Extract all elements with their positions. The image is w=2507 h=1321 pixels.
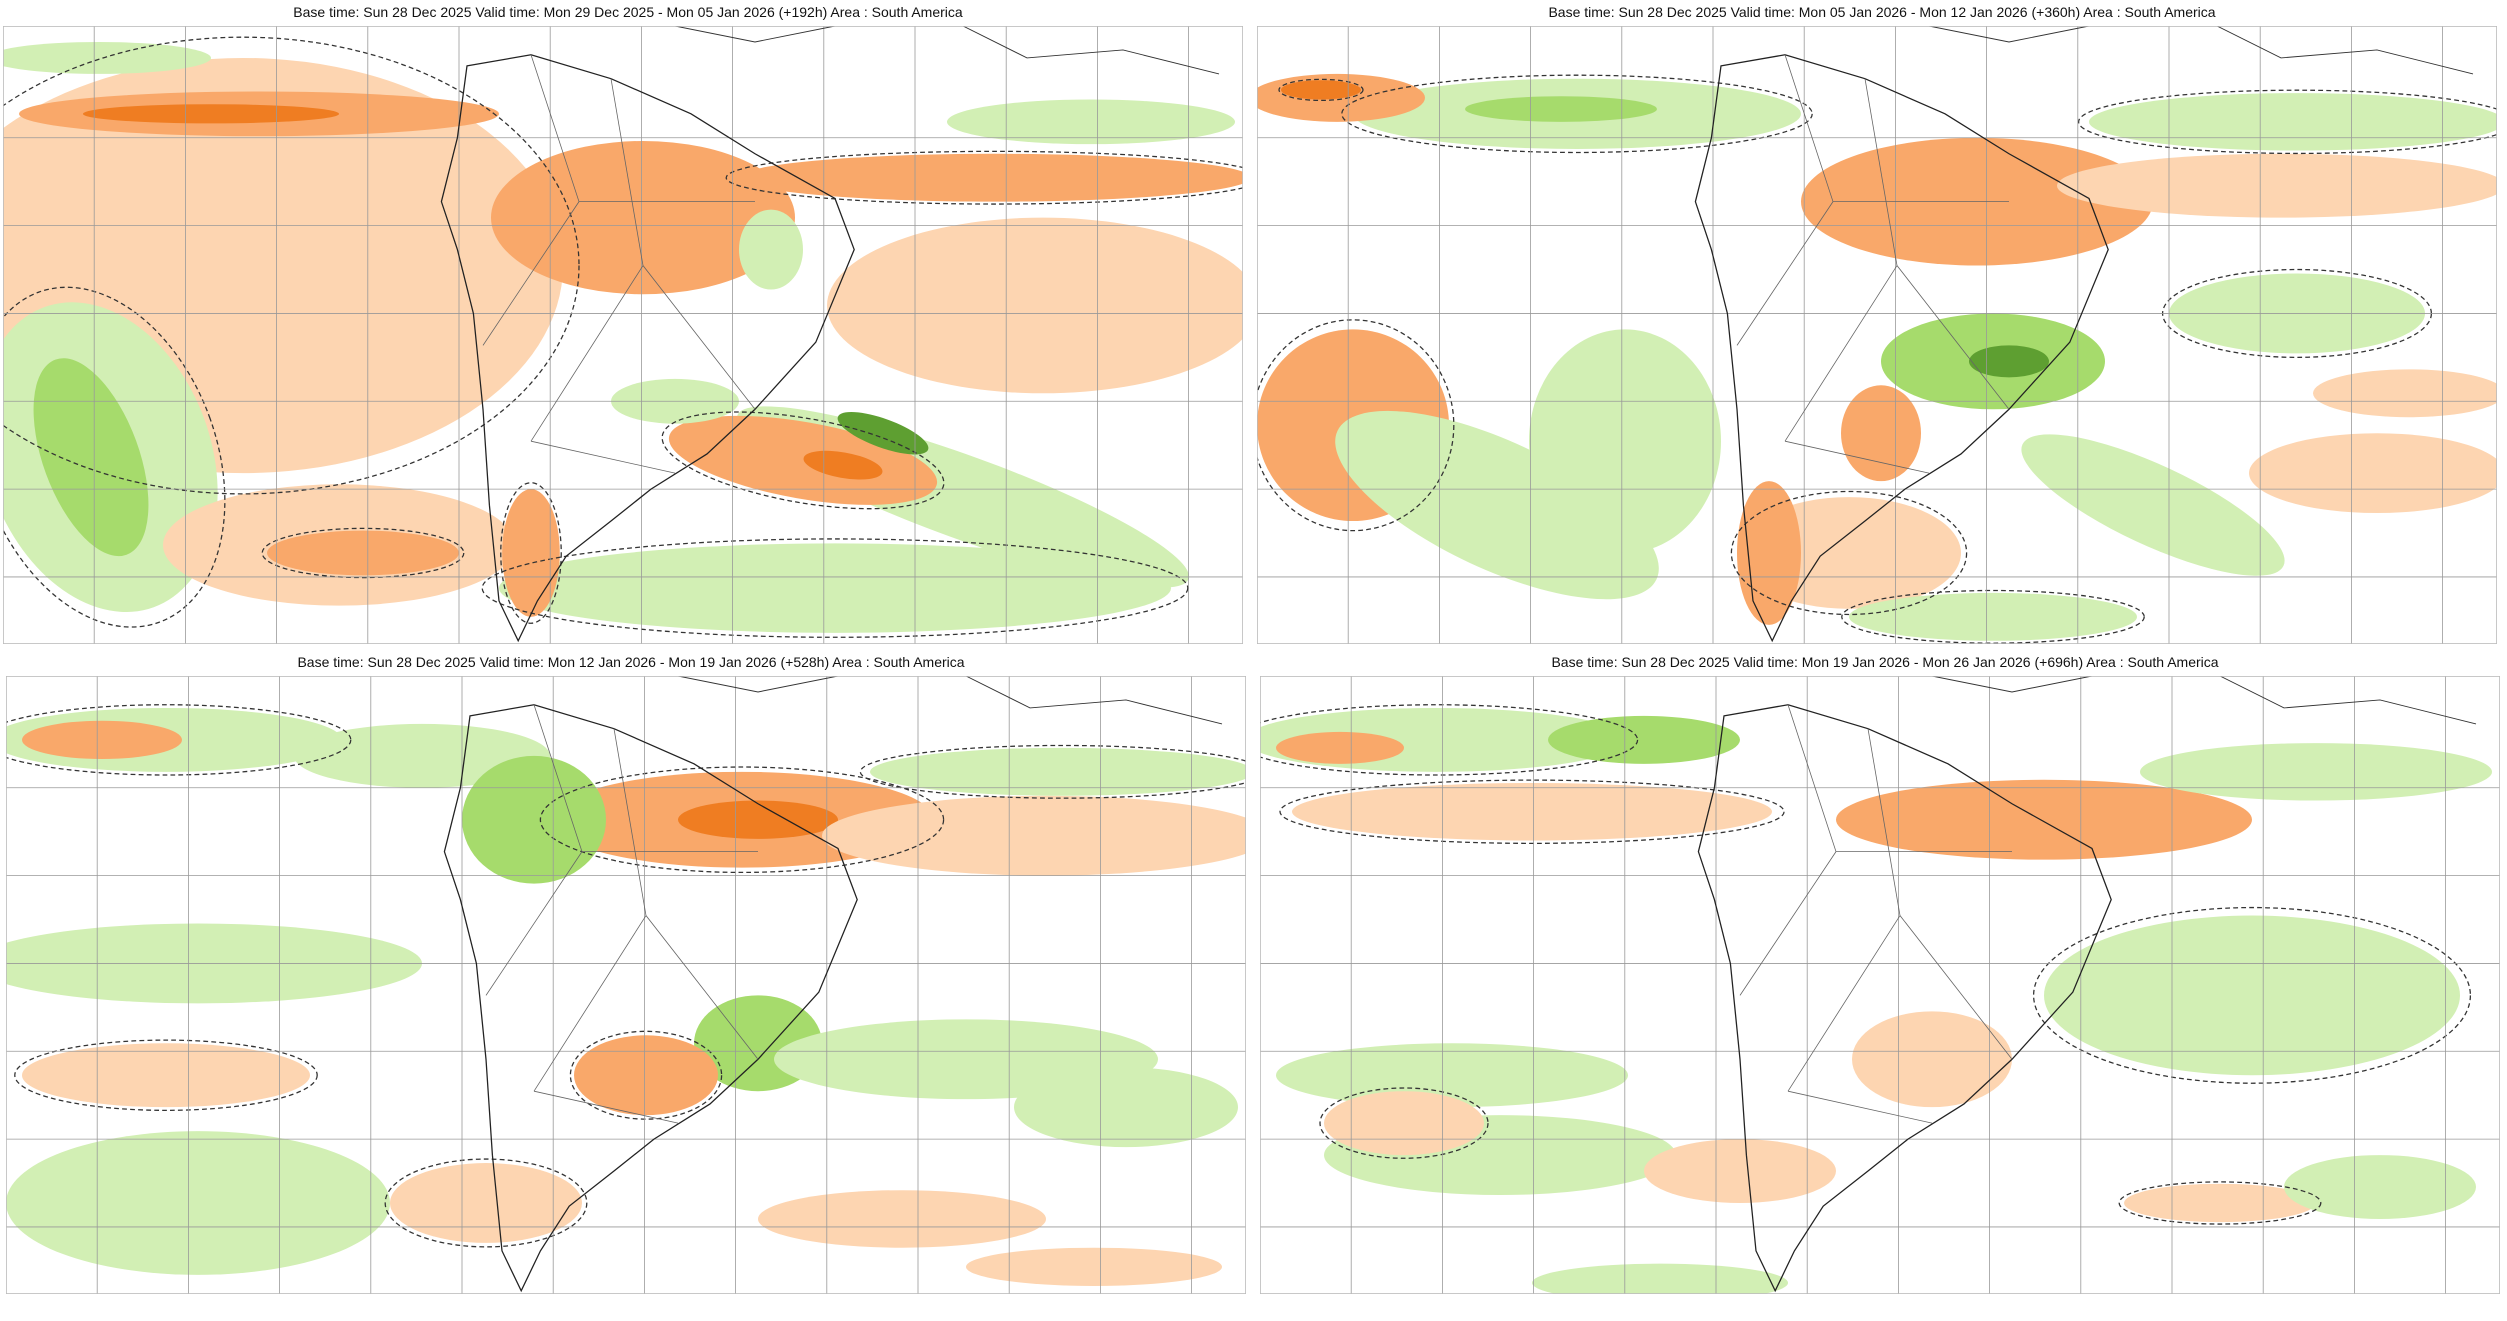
anomaly-area — [2057, 153, 2497, 218]
anomaly-area — [803, 450, 883, 480]
anomaly-area — [83, 104, 339, 124]
anomaly-area — [1548, 715, 1740, 764]
panel-title: Base time: Sun 28 Dec 2025 Valid time: M… — [297, 654, 965, 670]
contour-line — [1319, 1087, 1489, 1159]
anomaly-area — [1532, 1263, 1788, 1294]
anomaly-area — [758, 1190, 1046, 1248]
anomaly-area — [2249, 433, 2497, 514]
anomaly-area — [678, 800, 838, 839]
border — [1739, 704, 2013, 1124]
coastline — [1931, 676, 2477, 725]
contour-line — [1279, 779, 1785, 844]
anomaly-area — [1281, 80, 1361, 100]
coastline — [1694, 54, 2109, 643]
anomaly-area — [462, 755, 606, 884]
map — [1260, 676, 2500, 1294]
anomaly-area — [491, 140, 795, 295]
anomaly-area — [1852, 1011, 2012, 1108]
anomaly-area — [390, 1163, 582, 1243]
anomaly-area — [2021, 434, 2285, 576]
anomaly-area — [739, 209, 803, 290]
anomaly-area — [1529, 329, 1721, 553]
border — [482, 54, 756, 474]
panel-title: Base time: Sun 28 Dec 2025 Valid time: M… — [1548, 4, 2216, 20]
anomaly-area — [966, 1247, 1222, 1287]
contour-line — [569, 1030, 723, 1120]
contour-line — [859, 744, 1246, 799]
contour-line — [14, 1039, 318, 1111]
coastline — [674, 26, 1220, 75]
map-panel: Base time: Sun 28 Dec 2025 Valid time: M… — [6, 652, 1256, 1307]
anomaly-area — [1014, 1067, 1238, 1148]
anomaly-area — [1836, 779, 2252, 860]
anomaly-area — [2044, 915, 2460, 1076]
anomaly-area — [1849, 592, 2137, 641]
anomaly-area — [267, 530, 459, 576]
contour-line — [3, 286, 226, 628]
anomaly-area — [1292, 782, 1772, 841]
anomaly-area — [2313, 369, 2497, 418]
anomaly-area — [837, 411, 929, 455]
contour-line — [6, 704, 352, 776]
map-panel: Base time: Sun 28 Dec 2025 Valid time: M… — [1260, 652, 2507, 1307]
coastline — [443, 704, 858, 1293]
contour-line — [2078, 89, 2497, 155]
anomaly-area — [499, 543, 1171, 633]
contour-line — [2118, 1181, 2322, 1225]
anomaly-area — [1737, 481, 1801, 625]
anomaly-area — [1841, 385, 1921, 482]
anomaly-area — [947, 99, 1235, 145]
contour-line — [661, 411, 945, 510]
anomaly-area — [294, 723, 550, 788]
anomaly-area — [22, 720, 182, 760]
anomaly-area — [822, 795, 1246, 876]
coastline — [1697, 704, 2112, 1293]
map — [1257, 26, 2497, 644]
anomaly-area — [1644, 1139, 1836, 1203]
anomaly-area — [574, 1035, 718, 1116]
map — [6, 676, 1246, 1294]
anomaly-area — [1465, 96, 1657, 122]
panel-title: Base time: Sun 28 Dec 2025 Valid time: M… — [1551, 654, 2219, 670]
anomaly-area — [2140, 743, 2492, 801]
contour-line — [1278, 78, 1364, 102]
anomaly-area — [1324, 1091, 1484, 1156]
coastline — [1928, 26, 2474, 75]
map-panel: Base time: Sun 28 Dec 2025 Valid time: M… — [1257, 2, 2507, 657]
anomaly-area — [22, 1043, 310, 1108]
anomaly-area — [3, 41, 211, 74]
anomaly-area — [1969, 345, 2049, 378]
contour-line — [1841, 589, 2145, 644]
anomaly-area — [6, 1131, 390, 1275]
anomaly-area — [33, 358, 149, 557]
coastline — [677, 676, 1223, 725]
anomaly-area — [1276, 731, 1404, 764]
contour-line — [3, 36, 580, 495]
contour-line — [725, 150, 1243, 205]
anomaly-area — [1276, 1043, 1628, 1108]
coastline — [440, 54, 855, 643]
contour-line — [1260, 704, 1639, 776]
anomaly-area — [870, 747, 1246, 796]
anomaly-area — [739, 153, 1243, 202]
contour-line — [500, 482, 562, 624]
anomaly-area — [1335, 410, 1659, 600]
map — [3, 26, 1243, 644]
anomaly-area — [2284, 1155, 2476, 1219]
contour-line — [261, 527, 465, 579]
panel-title: Base time: Sun 28 Dec 2025 Valid time: M… — [293, 4, 963, 20]
anomaly-area — [502, 489, 560, 617]
contour-line — [539, 766, 945, 874]
map-panel: Base time: Sun 28 Dec 2025 Valid time: M… — [3, 2, 1253, 657]
contour-line — [481, 538, 1189, 638]
anomaly-area — [2089, 93, 2497, 151]
border — [485, 704, 759, 1124]
border — [1736, 54, 2010, 474]
anomaly-area — [827, 217, 1243, 394]
contour-line — [1730, 490, 1968, 616]
contour-line — [1341, 74, 1813, 154]
